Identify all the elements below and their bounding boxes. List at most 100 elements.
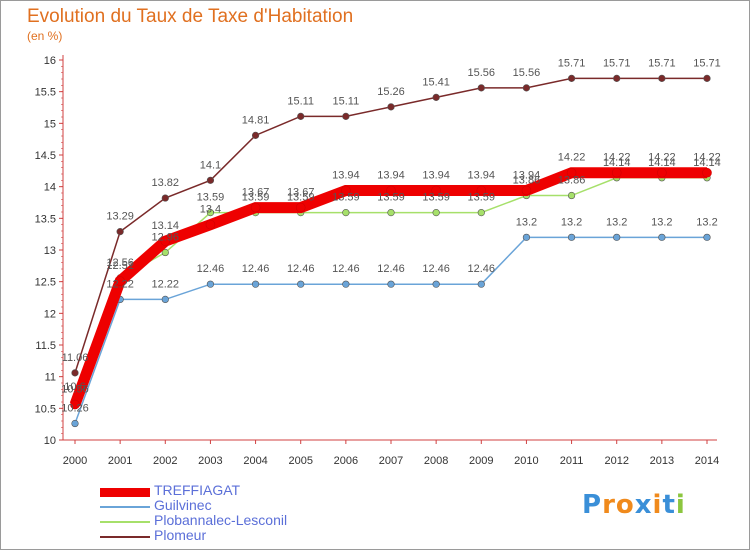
x-tick-label: 2005 xyxy=(288,455,312,467)
data-point-treffiagat xyxy=(611,167,622,178)
data-label-treffiagat: 14.22 xyxy=(693,152,721,164)
data-label-treffiagat: 14.22 xyxy=(648,152,676,164)
data-label-plomeur: 15.11 xyxy=(332,95,359,107)
data-label-plomeur: 15.56 xyxy=(513,67,541,79)
data-label-plomeur: 15.26 xyxy=(377,86,405,98)
data-point-plomeur xyxy=(522,84,531,92)
data-label-plobannalec-lesconil: 13.59 xyxy=(468,192,496,204)
data-label-plomeur: 13.82 xyxy=(152,177,180,189)
data-label-guilvinec: 12.46 xyxy=(377,263,405,275)
data-point-treffiagat xyxy=(341,185,351,196)
data-label-treffiagat: 13.67 xyxy=(242,187,270,199)
data-point-guilvinec xyxy=(161,295,169,304)
data-label-plomeur: 14.81 xyxy=(242,114,270,126)
data-point-guilvinec xyxy=(342,280,350,288)
data-point-plomeur xyxy=(206,176,215,184)
y-tick-label: 10 xyxy=(44,435,56,447)
data-label-treffiagat: 13.94 xyxy=(513,169,541,181)
x-tick-label: 2014 xyxy=(695,455,719,467)
data-label-plobannalec-lesconil: 13.59 xyxy=(242,192,270,204)
data-point-treffiagat xyxy=(205,219,216,230)
logo-letter: x xyxy=(634,490,653,520)
data-label-treffiagat: 13.67 xyxy=(287,187,315,199)
data-point-plobannalec-lesconil xyxy=(161,248,169,257)
y-tick-label: 15 xyxy=(44,118,56,130)
logo-letter: i xyxy=(652,490,663,520)
data-point-guilvinec xyxy=(522,233,531,241)
data-label-guilvinec: 12.46 xyxy=(468,263,496,275)
legend-label: Guilvinec xyxy=(154,497,212,513)
data-point-plomeur xyxy=(161,194,169,202)
chart-title: Evolution du Taux de Taxe d'Habitation xyxy=(27,6,354,27)
x-tick-label: 2000 xyxy=(63,455,87,467)
data-label-treffiagat: 10.56 xyxy=(61,384,89,396)
data-point-guilvinec xyxy=(71,419,79,428)
chart-axes: 10 10.5 11 11.5 12 12.5 13 13.5 14 14.5 15 15.5 16 20… xyxy=(35,55,719,467)
x-tick-label: 2008 xyxy=(424,455,448,467)
y-tick-label: 10.5 xyxy=(35,403,56,415)
data-point-guilvinec xyxy=(658,233,666,241)
y-tick-label: 11.5 xyxy=(35,340,56,352)
data-label-treffiagat: 13.94 xyxy=(422,169,450,181)
data-point-treffiagat xyxy=(160,236,171,246)
y-tick-label: 16 xyxy=(44,55,56,67)
data-point-plobannalec-lesconil xyxy=(477,209,485,217)
data-label-plomeur: 15.71 xyxy=(558,57,586,69)
legend-swatch xyxy=(100,521,150,523)
data-point-plobannalec-lesconil xyxy=(567,191,576,200)
data-label-treffiagat: 13.4 xyxy=(200,204,221,216)
data-point-plobannalec-lesconil xyxy=(342,209,350,217)
x-tick-label: 2006 xyxy=(334,455,358,467)
data-point-guilvinec xyxy=(432,280,440,288)
data-label-plobannalec-lesconil: 13.59 xyxy=(377,192,405,204)
legend-label: Plomeur xyxy=(154,527,207,543)
series-layer xyxy=(69,74,712,428)
logo-letter: i xyxy=(675,490,686,520)
data-label-plobannalec-lesconil: 13.59 xyxy=(332,192,360,204)
data-label-guilvinec: 12.46 xyxy=(287,263,315,275)
data-point-plomeur xyxy=(71,369,79,377)
data-label-treffiagat: 13.94 xyxy=(377,169,405,181)
x-tick-label: 2001 xyxy=(108,455,132,467)
data-label-guilvinec: 12.22 xyxy=(152,278,180,290)
data-label-guilvinec: 13.2 xyxy=(696,216,717,228)
data-label-guilvinec: 13.2 xyxy=(606,216,627,228)
data-point-plomeur xyxy=(477,84,485,92)
data-labels-layer: 11.06 13.29 13.82 14.1 14.81 15.11 15.11 15.26 1… xyxy=(61,57,721,414)
data-label-guilvinec: 12.22 xyxy=(106,278,134,290)
data-label-guilvinec: 13.2 xyxy=(561,216,582,228)
data-label-guilvinec: 12.46 xyxy=(197,263,225,275)
data-point-guilvinec xyxy=(477,280,485,288)
data-label-plomeur: 14.1 xyxy=(200,159,221,171)
data-point-guilvinec xyxy=(206,280,215,288)
data-point-treffiagat xyxy=(431,185,441,196)
data-label-plobannalec-lesconil: 13.59 xyxy=(422,192,450,204)
data-label-guilvinec: 12.46 xyxy=(422,263,450,275)
legend-swatch xyxy=(100,487,150,497)
legend-swatch xyxy=(100,536,150,538)
data-label-treffiagat: 14.22 xyxy=(603,152,631,164)
x-tick-label: 2009 xyxy=(469,455,493,467)
data-point-guilvinec xyxy=(387,280,395,288)
y-tick-label: 13.5 xyxy=(35,213,56,225)
y-tick-label: 13 xyxy=(44,245,56,257)
data-label-treffiagat: 13.14 xyxy=(152,220,180,232)
data-label-plobannalec-lesconil: 13.86 xyxy=(558,175,586,187)
data-label-plobannalec-lesconil: 10.6 xyxy=(64,381,85,393)
data-point-plomeur xyxy=(116,228,124,236)
data-point-treffiagat xyxy=(476,185,487,196)
x-tick-label: 2012 xyxy=(604,455,628,467)
data-point-guilvinec xyxy=(567,233,576,241)
data-point-plomeur xyxy=(567,74,576,82)
logo-letter: o xyxy=(615,490,635,520)
data-point-treffiagat xyxy=(657,167,667,178)
data-label-plomeur: 15.71 xyxy=(693,57,721,69)
x-tick-label: 2011 xyxy=(560,455,584,467)
data-label-plomeur: 15.71 xyxy=(603,57,631,69)
x-tick-label: 2003 xyxy=(198,455,222,467)
x-tick-label: 2013 xyxy=(650,455,674,467)
line-chart: 10 10.5 11 11.5 12 12.5 13 13.5 14 14.5 15 15.5 16 20… xyxy=(35,55,721,467)
data-point-plomeur xyxy=(342,112,350,120)
data-label-plomeur: 11.06 xyxy=(62,352,89,364)
data-point-treffiagat xyxy=(566,167,577,178)
